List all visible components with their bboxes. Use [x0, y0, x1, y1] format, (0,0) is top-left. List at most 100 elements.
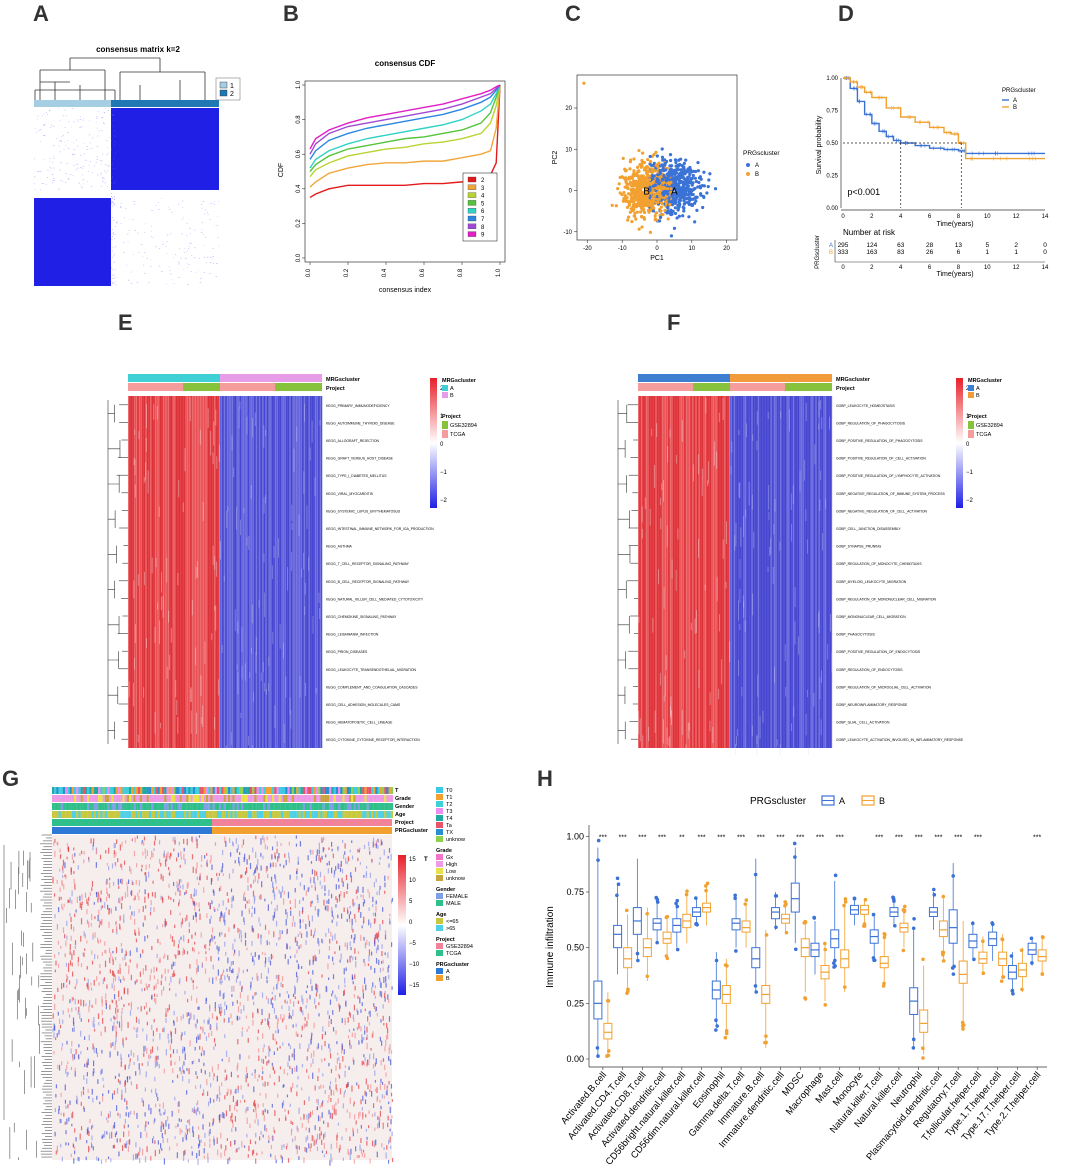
annotation-cell: [291, 803, 295, 810]
heat-cell: [142, 1100, 145, 1107]
heat-cell: [389, 920, 391, 925]
noise-dot: [106, 154, 108, 156]
heat-cell: [58, 1105, 60, 1111]
noise-dot: [59, 169, 61, 171]
heat-base: [52, 835, 392, 1160]
annotation-cell: [261, 787, 264, 794]
pathway-label: KEGG_VIRAL_MYOCARDITIS: [326, 492, 374, 496]
heat-speckle: [252, 745, 254, 753]
cluster-annotation-b: [212, 827, 392, 834]
heat-cell: [124, 1065, 126, 1070]
heat-cell: [137, 1055, 139, 1062]
heat-cell: [379, 977, 381, 982]
annotation-cell: [107, 803, 110, 810]
heat-cell: [332, 1010, 334, 1015]
heat-cell: [71, 1040, 73, 1047]
heat-speckle: [805, 402, 807, 422]
heat-cell: [268, 1140, 270, 1144]
y-tick-label: 1.00: [826, 76, 838, 82]
noise-dot: [113, 255, 115, 257]
heat-cell: [295, 871, 298, 875]
heat-cell: [93, 902, 95, 905]
heat-cell: [307, 855, 309, 861]
noise-dot: [101, 117, 103, 119]
noise-dot: [96, 159, 98, 161]
noise-dot: [187, 267, 189, 269]
noise-dot: [218, 201, 220, 202]
heat-cell: [165, 1013, 167, 1017]
heat-cell: [372, 841, 374, 848]
noise-dot: [201, 207, 203, 209]
annotation-cell: [274, 803, 277, 810]
heat-cell: [118, 900, 120, 904]
noise-dot: [216, 263, 218, 264]
annotation-cell: [263, 811, 266, 818]
heat-cell: [263, 837, 265, 843]
heat-speckle: [639, 718, 641, 742]
point-B: [636, 180, 640, 184]
cdf-legend-swatch: [467, 200, 477, 206]
heat-speckle: [291, 504, 293, 522]
point-B: [667, 181, 671, 185]
point-A: [674, 194, 679, 198]
heat-cell: [361, 1002, 363, 1007]
annotation-cell: [371, 787, 374, 794]
heat-cell: [119, 897, 121, 904]
annotation-cell: [131, 811, 134, 818]
heat-stripe: [751, 396, 753, 748]
heat-cell: [67, 965, 70, 973]
annotation-cell: [256, 811, 259, 818]
heat-stripe: [724, 396, 726, 748]
heat-cell: [162, 1123, 165, 1130]
point-B: [658, 186, 662, 190]
annotation-cell: [124, 795, 127, 802]
heat-stripe: [182, 396, 184, 748]
annotation-cell: [232, 795, 235, 802]
heat-cell: [318, 949, 321, 954]
heat-cell: [125, 1111, 127, 1117]
heat-stripe: [815, 396, 817, 748]
annotation-cell: [327, 803, 330, 810]
heat-cell: [107, 1090, 110, 1094]
heat-speckle: [739, 624, 741, 630]
heat-speckle: [211, 633, 213, 641]
heat-cell: [262, 1071, 264, 1075]
heat-cell: [93, 1046, 95, 1053]
annotation-cell: [335, 787, 339, 794]
heat-cell: [151, 945, 153, 951]
heat-cell: [321, 837, 323, 843]
noise-dot: [53, 178, 55, 179]
annotation-cell: [93, 795, 97, 802]
point-A: [685, 184, 689, 188]
annotation-cell: [247, 803, 251, 810]
heat-speckle: [133, 657, 135, 670]
heat-cell: [319, 871, 322, 878]
heat-cell: [233, 953, 235, 956]
noise-dot: [80, 116, 81, 117]
point-B: [664, 194, 668, 198]
heat-cell: [268, 930, 270, 935]
point-B: [624, 168, 628, 172]
heat-cell: [180, 1034, 182, 1041]
point-A: [705, 191, 709, 195]
heat-cell: [169, 855, 171, 860]
annotation-cell: [278, 811, 281, 818]
heat-cell: [327, 1100, 329, 1104]
legend-project-swatch-gse: [442, 421, 448, 429]
noise-dot: [111, 250, 113, 252]
heat-cell: [150, 1055, 152, 1059]
heat-stripe: [735, 396, 737, 748]
noise-dot: [75, 164, 78, 165]
annotation-cell: [109, 803, 112, 810]
heat-speckle: [663, 586, 665, 609]
annotation-cell: [186, 787, 189, 794]
annotation-cell: [188, 811, 191, 818]
heat-cell: [352, 928, 354, 933]
noise-dot: [77, 145, 79, 147]
annotation-cell: [118, 811, 121, 818]
heat-speckle: [716, 576, 718, 602]
heat-cell: [195, 889, 197, 896]
heat-stripe: [668, 396, 670, 748]
annotation-cell: [214, 811, 218, 818]
heat-cell: [349, 918, 351, 923]
